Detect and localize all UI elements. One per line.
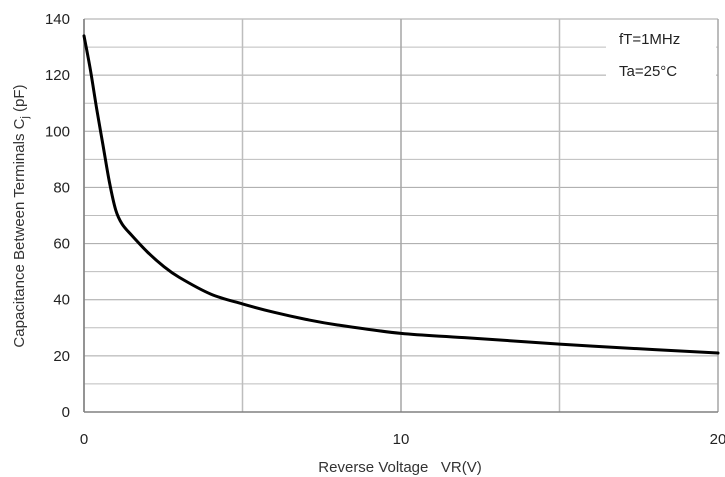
x-tick-label: 10 <box>393 431 410 448</box>
y-axis-label-main: Capacitance Between Terminals C <box>11 118 28 347</box>
axes <box>83 19 718 413</box>
y-tick-label: 20 <box>53 348 70 365</box>
annotation-temperature: Ta=25°C <box>619 63 677 80</box>
x-axis-label: Reverse Voltage VR(V) <box>318 459 481 476</box>
y-tick-label: 60 <box>53 236 70 253</box>
y-tick-label: 80 <box>53 179 70 196</box>
legend-box: fT=1MHz Ta=25°C <box>606 20 716 86</box>
annotation-background <box>606 20 716 86</box>
capacitance-curve <box>82 34 720 355</box>
x-tick-label: 20 <box>710 431 725 448</box>
annotation-frequency: fT=1MHz <box>619 31 680 48</box>
x-tick-label: 0 <box>80 431 88 448</box>
y-tick-label: 100 <box>45 123 70 140</box>
y-axis-label: Capacitance Between Terminals Cj (pF) <box>11 84 31 347</box>
y-tick-label: 120 <box>45 67 70 84</box>
series-group <box>82 34 720 355</box>
y-tick-label: 140 <box>45 11 70 28</box>
y-axis-label-unit: (pF) <box>11 84 28 116</box>
y-tick-label: 0 <box>62 404 70 421</box>
tick-labels: 0 20 40 60 80 100 120 140 0 10 20 <box>45 11 725 448</box>
y-axis-label-subscript: j <box>19 116 31 119</box>
y-tick-label: 40 <box>53 292 70 309</box>
